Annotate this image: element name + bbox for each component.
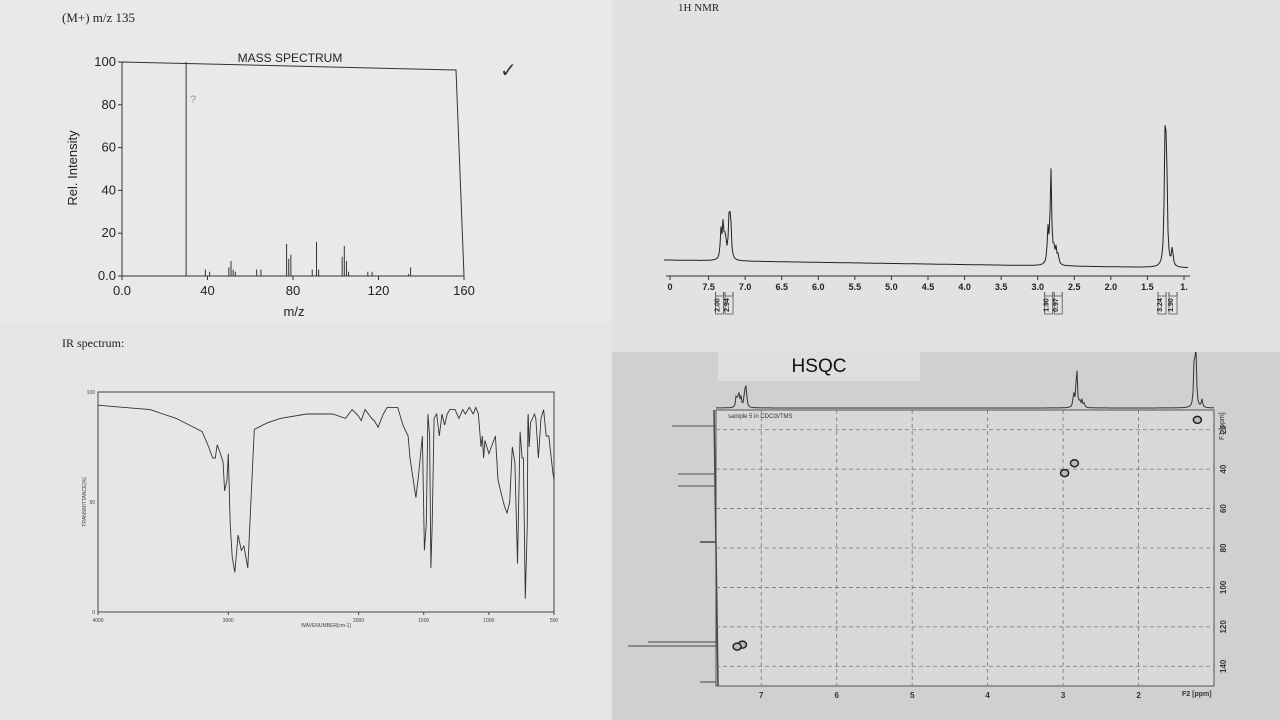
hsqc-y-tick-label: 20 [1219, 425, 1228, 434]
nmr-x-tick-label: 7.0 [739, 282, 752, 292]
nmr-x-tick-label: 5.0 [885, 282, 898, 292]
ir-x-tick-label: 2000 [353, 618, 364, 624]
nmr-x-tick-label: 4.0 [958, 282, 971, 292]
ms-y-ticks: 0.0 20 40 60 80 100 [94, 54, 122, 283]
ms-x-label: m/z [284, 304, 305, 319]
ms-x-tick-label: 120 [368, 283, 390, 298]
ms-x-tick-label: 0.0 [113, 283, 131, 298]
ms-y-label: Rel. Intensity [65, 130, 80, 206]
ir-x-tick-label: 4000 [92, 618, 103, 624]
nmr-x-tick-label: 2.0 [1105, 282, 1118, 292]
hsqc-x-tick-label: 7 [759, 691, 764, 700]
hsqc-x-tick-label: 5 [910, 691, 915, 700]
nmr-x-tick-label: 0 [667, 282, 672, 292]
ir-y-tick-label: 0 [92, 610, 95, 616]
hsqc-y-tick-label: 140 [1219, 659, 1228, 673]
hsqc-title: HSQC [718, 352, 920, 381]
nmr-integral-value: 3.24 [1157, 298, 1164, 312]
hsqc-cross-peak [1069, 458, 1080, 468]
ir-y-label: TRANSMITTANCE[%] [82, 477, 88, 527]
nmr-x-tick-label: 1. [1180, 282, 1188, 292]
nmr-x-tick-label: 3.5 [995, 282, 1008, 292]
ir-spectrum-panel: IR spectrum: 4000 3000 2000 1500 1000 500 0 50… [0, 322, 612, 720]
ir-header: IR spectrum: [62, 336, 125, 350]
ir-plot-frame [97, 391, 555, 613]
mass-spectrum-chart: 0.0 40 80 120 160 0.0 20 40 60 80 100 MASS SPECTR… [65, 51, 475, 319]
ms-y-tick-label: 0.0 [98, 268, 116, 283]
ms-y-tick-label: 20 [102, 225, 116, 240]
ms-y-tick-label: 40 [102, 182, 116, 197]
nmr-x-ticks: 0 7.5 7.0 6.5 6.0 5.5 5.0 4.5 4.0 3.5 3.0 2.5 2.0 1.5… [667, 276, 1188, 292]
ms-x-ticks: 0.0 40 80 120 160 [113, 276, 475, 298]
nmr-integral-value: 1.90 [1168, 298, 1175, 312]
hsqc-x-tick-label: 2 [1136, 691, 1141, 700]
nmr-x-tick-label: 1.5 [1141, 282, 1154, 292]
ms-pencil-note: ? [190, 94, 197, 106]
hsqc-y-tick-label: 60 [1219, 504, 1228, 513]
ms-x-tick-label: 40 [200, 283, 214, 298]
nmr-x-tick-label: 3.0 [1031, 282, 1044, 292]
hsqc-cross-peak [1192, 415, 1203, 425]
nmr-integral-value: 2.00 [715, 298, 722, 312]
hsqc-x-tick-label: 6 [835, 691, 840, 700]
ms-y-tick-label: 100 [94, 54, 116, 69]
hsqc-grid [716, 410, 1214, 686]
hsqc-y-tick-label: 100 [1219, 580, 1228, 594]
nmr-x-tick-label: 7.5 [702, 282, 715, 292]
nmr-trace [664, 125, 1189, 269]
nmr-integral-value: 1.90 [1044, 298, 1051, 312]
hsqc-chart: 7 6 5 4 3 2 20 40 60 80 100 120 140 sample 5 in CDC… [628, 352, 1228, 700]
nmr-header: 1H NMR [678, 2, 720, 14]
hsqc-side-projection [628, 425, 716, 683]
hsqc-projection-trace [716, 352, 1214, 409]
hsqc-panel: HSQC 7 6 5 4 3 2 20 40 60 80 100 120 140 sample 5 i… [612, 352, 1280, 720]
ir-x-tick-label: 500 [550, 618, 559, 624]
ir-x-tick-label: 1500 [418, 618, 429, 624]
ms-header: (M+) m/z 135 [62, 10, 136, 25]
nmr-x-tick-label: 6.5 [775, 282, 788, 292]
hsqc-y-tick-label: 120 [1219, 620, 1228, 634]
ir-x-tick-label: 3000 [223, 618, 234, 624]
nmr-x-tick-label: 4.5 [922, 282, 935, 292]
nmr-integral-value: 2.94 [724, 298, 731, 312]
check-mark: ✓ [500, 60, 517, 82]
ir-trace [97, 404, 555, 599]
ir-y-ticks: 0 50 100 [87, 390, 96, 616]
ms-y-tick-label: 60 [102, 140, 116, 155]
hsqc-x-tick-label: 4 [985, 691, 990, 700]
nmr-x-tick-label: 5.5 [849, 282, 862, 292]
h-nmr-chart: 0 7.5 7.0 6.5 6.0 5.5 5.0 4.5 4.0 3.5 3.0 2.5 2.0 1.5… [664, 125, 1190, 315]
ms-x-tick-label: 80 [286, 283, 300, 298]
ms-plot-frame [121, 61, 465, 277]
hsqc-f2-label: F2 [ppm] [1182, 691, 1212, 698]
ir-y-tick-label: 50 [89, 500, 95, 506]
nmr-integral-value: 0.97 [1053, 298, 1060, 312]
ms-y-tick-label: 80 [102, 97, 116, 112]
ir-x-label: WAVENUMBER[cm-1] [301, 623, 351, 629]
hsqc-cross-peaks [732, 415, 1203, 651]
hsqc-y-ticks: 20 40 60 80 100 120 140 [1219, 425, 1228, 673]
hsqc-x-ticks: 7 6 5 4 3 2 [759, 691, 1141, 700]
h-nmr-panel: 1H NMR 0 7.5 7.0 6.5 6.0 5.5 5.0 4.5 4.0 3.5 3.0 2.… [612, 0, 1280, 352]
mass-spectrum-panel: (M+) m/z 135 ✓ ? 0.0 40 80 120 160 0.0 20 40 60… [0, 0, 612, 322]
ir-spectrum-chart: 4000 3000 2000 1500 1000 500 0 50 100 WAVENUMBE… [82, 390, 558, 629]
hsqc-x-tick-label: 3 [1061, 691, 1066, 700]
hsqc-cross-peak [732, 642, 742, 651]
nmr-integrals: 2.00 2.94 1.90 0.97 3.24 1.90 [715, 292, 1178, 315]
hsqc-y-tick-label: 40 [1219, 464, 1228, 473]
ms-bars [185, 62, 412, 276]
ms-x-tick-label: 160 [453, 283, 475, 298]
ir-x-ticks: 4000 3000 2000 1500 1000 500 [92, 612, 558, 624]
hsqc-f1-label: F1 [ppm] [1219, 412, 1226, 440]
nmr-x-tick-label: 2.5 [1068, 282, 1081, 292]
hsqc-cross-peak [1059, 468, 1070, 478]
hsqc-sample-label: sample 5 in CDCl3/TMS [728, 414, 792, 420]
ir-y-tick-label: 100 [87, 390, 96, 396]
hsqc-y-tick-label: 80 [1219, 543, 1228, 552]
nmr-x-tick-label: 6.0 [812, 282, 825, 292]
ir-x-tick-label: 1000 [483, 618, 494, 624]
ms-title: MASS SPECTRUM [238, 51, 343, 65]
